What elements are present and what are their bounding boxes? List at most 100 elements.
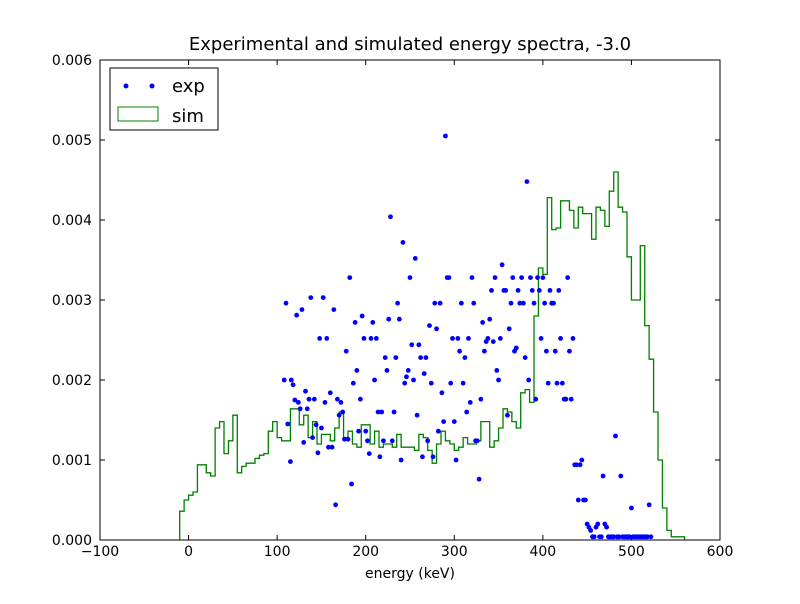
exp-point-78	[420, 454, 425, 460]
exp-point-20	[317, 336, 323, 341]
exp-point-57	[382, 355, 388, 360]
exp-point-102	[462, 355, 468, 360]
exp-point-69	[404, 374, 409, 380]
exp-point-47	[365, 438, 370, 444]
exp-point-83	[428, 380, 434, 386]
exp-point-132	[515, 288, 521, 293]
x-tick-label-1: 0	[184, 544, 193, 560]
y-tick-label-2: 0.002	[52, 373, 92, 389]
legend-exp-label: exp	[172, 76, 205, 97]
exp-point-87	[435, 428, 441, 434]
exp-point-85	[432, 300, 438, 306]
exp-point-34	[342, 436, 347, 442]
exp-point-152	[551, 300, 556, 306]
exp-point-5	[290, 382, 296, 388]
exp-point-90	[441, 419, 447, 424]
exp-point-76	[416, 342, 422, 348]
exp-point-173	[588, 528, 594, 533]
exp-point-206	[646, 502, 652, 508]
exp-point-40	[352, 320, 358, 325]
exp-point-4	[288, 377, 294, 383]
exp-point-26	[327, 390, 333, 396]
exp-point-95	[450, 336, 455, 341]
y-tick-label-4: 0.004	[52, 213, 92, 229]
exp-point-133	[517, 300, 523, 306]
exp-point-89	[439, 390, 445, 396]
exp-point-25	[326, 444, 331, 450]
exp-point-167	[577, 462, 583, 468]
exp-point-189	[616, 534, 622, 540]
exp-point-11	[301, 440, 307, 445]
exp-point-16	[310, 435, 315, 440]
exp-point-10	[299, 307, 305, 312]
exp-point-24	[324, 336, 330, 341]
sim-series-layer	[179, 171, 686, 540]
exp-point-149	[545, 380, 551, 386]
exp-point-88	[437, 300, 443, 306]
exp-point-115	[485, 336, 491, 341]
exp-point-54	[377, 454, 383, 460]
exp-point-81	[425, 438, 431, 444]
exp-point-131	[513, 345, 519, 351]
exp-point-98	[455, 336, 461, 341]
exp-point-65	[396, 316, 402, 322]
exp-point-14	[306, 396, 312, 402]
x-tick-label-3: 200	[352, 544, 379, 560]
exp-point-0	[281, 377, 287, 383]
exp-point-59	[386, 316, 392, 322]
exp-point-207	[648, 534, 654, 540]
exp-point-15	[308, 295, 314, 300]
exp-point-195	[627, 534, 633, 540]
exp-point-196	[629, 505, 634, 511]
chart-title: Experimental and simulated energy spectr…	[189, 34, 631, 55]
legend-frame	[109, 67, 219, 131]
sim-step-line	[179, 171, 686, 540]
exp-point-134	[519, 275, 524, 280]
legend-sim-label: sim	[172, 106, 204, 127]
exp-point-96	[451, 419, 457, 424]
legend: exp sim	[109, 67, 219, 131]
exp-point-122	[497, 336, 503, 341]
exp-point-117	[489, 288, 494, 293]
exp-point-8	[296, 400, 301, 405]
exp-point-38	[349, 481, 354, 487]
exp-point-1	[283, 300, 289, 306]
exp-point-44	[359, 313, 365, 319]
exp-point-13	[304, 406, 310, 412]
exp-point-50	[370, 320, 376, 325]
exp-point-35	[343, 348, 349, 354]
exp-point-110	[476, 476, 482, 482]
exp-point-6	[292, 397, 298, 403]
exp-point-147	[542, 300, 548, 306]
exp-point-156	[558, 336, 563, 341]
exp-point-175	[591, 534, 597, 540]
exp-point-121	[496, 377, 501, 383]
exp-point-2	[285, 421, 291, 427]
exp-point-21	[319, 425, 324, 431]
y-tick-label-1: 0.001	[52, 453, 92, 469]
exp-point-157	[559, 380, 565, 386]
exp-point-27	[329, 444, 335, 450]
exp-point-144	[536, 288, 542, 293]
exp-point-46	[363, 428, 369, 434]
exp-point-170	[582, 497, 588, 503]
exp-point-113	[482, 348, 487, 354]
exp-point-186	[611, 534, 617, 540]
exp-point-63	[393, 355, 399, 360]
exp-point-48	[366, 451, 372, 456]
exp-point-142	[533, 396, 539, 402]
exp-point-123	[499, 262, 505, 268]
exp-point-127	[506, 326, 512, 332]
exp-point-99	[457, 348, 462, 354]
exp-point-126	[505, 412, 510, 418]
exp-point-94	[448, 380, 454, 386]
exp-point-139	[528, 275, 533, 280]
exp-point-118	[490, 339, 496, 344]
exp-point-58	[384, 368, 390, 373]
exp-point-140	[529, 288, 535, 293]
exp-point-116	[487, 316, 493, 322]
exp-point-68	[402, 380, 408, 386]
exp-point-19	[315, 450, 321, 456]
exp-point-75	[414, 412, 420, 418]
